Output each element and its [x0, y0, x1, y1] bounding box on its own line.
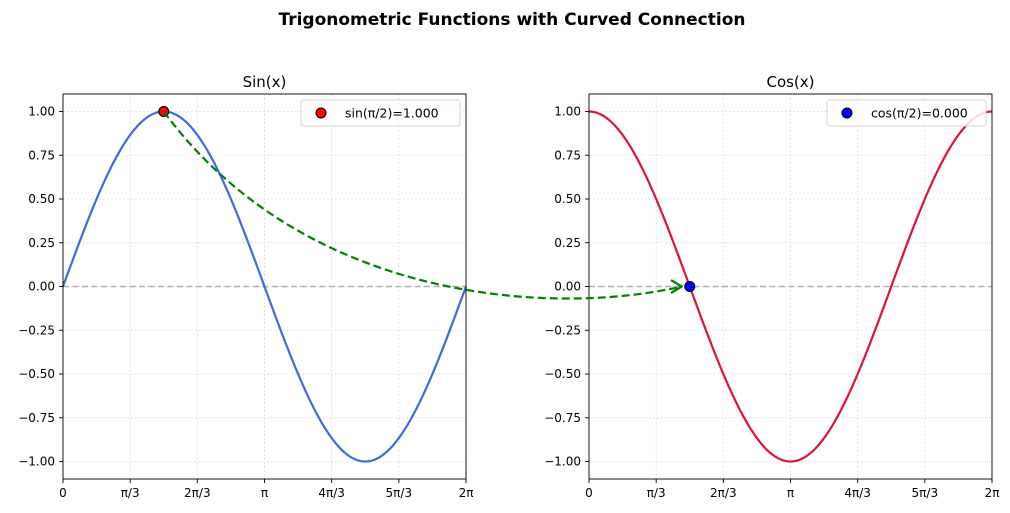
- sin-y-tick-label: 0.00: [28, 280, 55, 294]
- sin-chart-title: Sin(x): [243, 73, 287, 91]
- cos-x-tick-label: π/3: [647, 486, 666, 500]
- connection-curve: [162, 110, 682, 300]
- curved-connection: [162, 110, 683, 300]
- cos-highlight-marker: [684, 281, 696, 292]
- sin-x-tick-label: 0: [59, 486, 67, 500]
- cos-y-tick-label: 0.00: [554, 280, 581, 294]
- cos-y-tick-label: −0.50: [544, 367, 581, 381]
- cos-legend-marker: [841, 107, 853, 119]
- cos-x-tick-label: π: [787, 486, 794, 500]
- cos-y-tick-label: 1.00: [554, 105, 581, 119]
- cos-y-tick-label: −0.25: [544, 323, 581, 337]
- cos-legend-label: cos(π/2)=0.000: [871, 106, 968, 121]
- cos-chart: 0 π/3 2π/3 π 4π/3 5π/3 2π −1.00 −0.75 −0.50 −0.25 0…: [544, 73, 999, 500]
- sin-y-tick-label: −0.25: [18, 323, 55, 337]
- sin-y-tick-label: 0.75: [28, 148, 55, 162]
- sin-curve: [61, 110, 468, 463]
- cos-curve: [588, 110, 993, 463]
- cos-x-tick-label: 5π/3: [912, 486, 939, 500]
- sin-x-tick-label: 5π/3: [386, 486, 413, 500]
- sin-y-tick-label: −1.00: [18, 455, 55, 469]
- sin-x-tick-label: 2π: [459, 486, 474, 500]
- sin-x-tick-label: π/3: [121, 486, 140, 500]
- cos-y-tick-label: −0.75: [544, 411, 581, 425]
- cos-y-tick-label: 0.25: [554, 236, 581, 250]
- cos-x-tick-label: 0: [585, 486, 593, 500]
- cos-y-tick-label: 0.50: [554, 192, 581, 206]
- cos-y-tick-label: −1.00: [544, 455, 581, 469]
- sin-y-tick-label: 0.25: [28, 236, 55, 250]
- connection-arrowhead: [670, 279, 683, 294]
- sin-x-tick-label: 2π/3: [184, 486, 211, 500]
- cos-chart-title: Cos(x): [766, 73, 814, 91]
- sin-legend-marker: [315, 107, 327, 119]
- sin-y-tick-label: −0.75: [18, 411, 55, 425]
- sin-legend-label: sin(π/2)=1.000: [345, 106, 439, 121]
- cos-x-tick-label: 4π/3: [844, 486, 871, 500]
- sin-legend-box: [300, 99, 461, 127]
- sin-y-tick-label: 0.50: [28, 192, 55, 206]
- cos-x-tick-label: 2π: [985, 486, 1000, 500]
- sin-chart: 0 π/3 2π/3 π 4π/3 5π/3 2π −1.00 −0.75 −0.50 −0.25 0…: [18, 73, 473, 500]
- cos-x-tick-label: 2π/3: [710, 486, 737, 500]
- sin-y-tick-label: −0.50: [18, 367, 55, 381]
- figure-title: Trigonometric Functions with Curved Conn…: [278, 10, 745, 30]
- sin-x-tick-label: 4π/3: [318, 486, 345, 500]
- cos-y-tick-label: 0.75: [554, 148, 581, 162]
- sin-y-tick-label: 1.00: [28, 105, 55, 119]
- sin-x-tick-label: π: [261, 486, 268, 500]
- cos-legend-box: [826, 99, 987, 127]
